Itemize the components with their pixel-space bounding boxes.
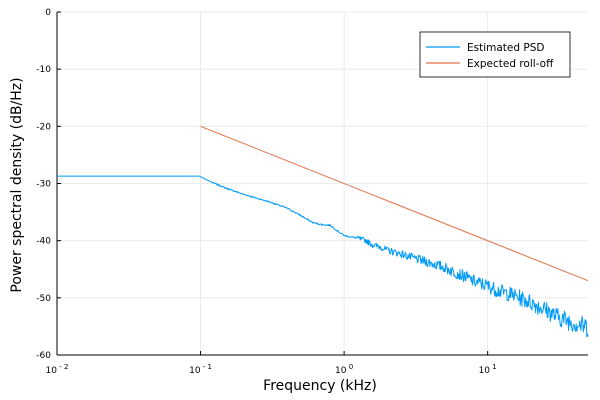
- legend: Estimated PSD Expected roll-off: [419, 31, 571, 78]
- y-tick-label: -40: [36, 237, 51, 247]
- y-axis-label: Power spectral density (dB/Hz): [9, 77, 25, 292]
- x-axis-label: Frequency (kHz): [263, 378, 377, 394]
- x-tick-label: 10 - 2: [46, 363, 69, 376]
- legend-label-expected-roll-off: Expected roll-off: [467, 58, 554, 70]
- series-line-expected-roll-off: [200, 125, 589, 282]
- y-tick-label: -60: [36, 351, 51, 361]
- tick-labels: 0 -10 -20 -30 -40 -50 -60 10 - 2 10 - 1 10 0 10 1: [36, 8, 496, 376]
- y-tick-label: -50: [36, 294, 51, 304]
- y-tick-label: -30: [36, 180, 51, 190]
- y-tick-label: 0: [45, 8, 51, 18]
- y-tick-label: -20: [36, 122, 51, 132]
- x-tick-label: 10 1: [479, 363, 497, 376]
- legend-label-estimated-psd: Estimated PSD: [467, 42, 544, 54]
- legend-box: [419, 31, 571, 78]
- axes: [56, 11, 588, 356]
- series-line-estimated-psd: [57, 175, 589, 338]
- y-tick-label: -10: [36, 65, 51, 75]
- series-layer: [57, 125, 589, 338]
- x-tick-label: 10 0: [335, 363, 353, 376]
- x-tick-label: 10 - 1: [189, 363, 212, 376]
